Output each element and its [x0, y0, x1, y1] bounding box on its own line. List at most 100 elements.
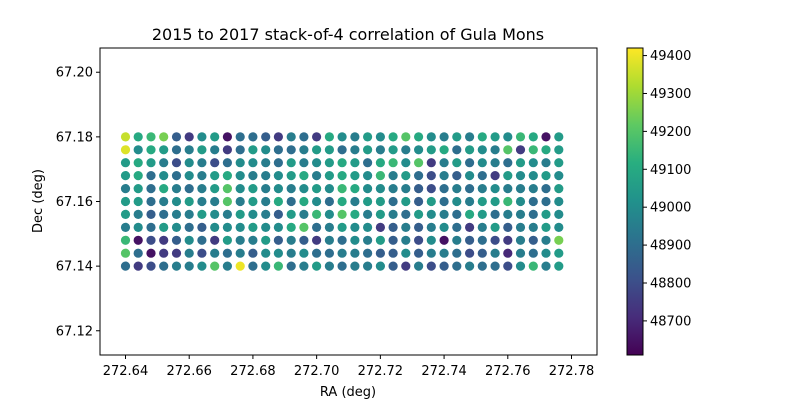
data-point — [554, 222, 564, 232]
data-point — [414, 145, 424, 155]
data-point — [184, 145, 194, 155]
data-point — [146, 261, 156, 271]
data-point — [528, 145, 538, 155]
data-point — [439, 209, 449, 219]
data-point — [375, 145, 385, 155]
data-point — [465, 209, 475, 219]
data-point — [465, 261, 475, 271]
data-point — [477, 261, 487, 271]
data-point — [159, 132, 169, 142]
data-point — [452, 235, 462, 245]
data-point — [503, 209, 513, 219]
data-point — [133, 261, 143, 271]
data-point — [426, 209, 436, 219]
data-point — [388, 248, 398, 258]
colorbar-tick-label: 49100 — [650, 163, 691, 178]
colorbar-tick-label: 48700 — [650, 314, 691, 329]
data-point — [465, 145, 475, 155]
data-point — [363, 235, 373, 245]
data-point — [197, 196, 207, 207]
data-point — [312, 171, 322, 181]
data-point — [171, 145, 182, 155]
data-point — [401, 171, 411, 181]
data-point — [159, 261, 169, 271]
data-point — [273, 145, 283, 155]
data-point — [210, 171, 220, 181]
data-point — [324, 158, 334, 168]
data-point — [299, 158, 309, 168]
data-point — [210, 261, 220, 271]
data-point — [146, 209, 156, 219]
data-point — [299, 184, 309, 194]
data-point — [477, 132, 487, 142]
data-point — [222, 158, 232, 168]
colorbar-tick-label: 48900 — [650, 239, 691, 254]
y-tick-label: 67.18 — [56, 130, 93, 145]
data-point — [312, 145, 322, 155]
data-point — [414, 196, 424, 207]
data-point — [375, 209, 385, 219]
data-point — [439, 196, 449, 207]
data-point — [503, 196, 513, 207]
data-point — [388, 235, 398, 245]
data-point — [452, 222, 462, 232]
data-point — [273, 184, 283, 194]
y-tick-label: 67.12 — [56, 324, 93, 339]
data-point — [465, 222, 475, 232]
data-point — [541, 145, 551, 155]
data-point — [133, 248, 143, 258]
data-point — [414, 235, 424, 245]
data-point — [120, 261, 131, 271]
data-point — [261, 235, 271, 245]
data-point — [184, 248, 194, 258]
data-point — [312, 222, 322, 232]
data-point — [222, 248, 232, 258]
data-point — [184, 222, 194, 232]
data-point — [337, 145, 347, 155]
data-point — [528, 171, 538, 181]
data-point — [439, 158, 449, 168]
data-point — [541, 248, 551, 258]
data-point — [324, 209, 334, 219]
data-point — [439, 222, 449, 232]
data-point — [528, 222, 538, 232]
scatter-points — [120, 132, 564, 271]
data-point — [159, 158, 169, 168]
data-point — [261, 171, 271, 181]
data-point — [363, 222, 373, 232]
data-point — [299, 209, 309, 219]
data-point — [222, 235, 232, 245]
data-point — [465, 235, 475, 245]
data-point — [477, 209, 487, 219]
data-point — [286, 261, 296, 271]
data-point — [159, 248, 169, 258]
data-point — [541, 171, 551, 181]
data-point — [528, 184, 538, 194]
data-point — [184, 132, 194, 142]
data-point — [503, 158, 513, 168]
data-point — [197, 132, 207, 142]
x-tick-label: 272.76 — [485, 364, 531, 379]
data-point — [273, 222, 283, 232]
data-point — [171, 132, 182, 142]
data-point — [286, 222, 296, 232]
data-point — [146, 158, 156, 168]
data-point — [324, 145, 334, 155]
data-point — [541, 209, 551, 219]
data-point — [171, 248, 182, 258]
data-point — [146, 132, 156, 142]
data-point — [465, 158, 475, 168]
data-point — [235, 248, 245, 258]
data-point — [312, 196, 322, 207]
data-point — [490, 222, 500, 232]
data-point — [439, 171, 449, 181]
data-point — [261, 158, 271, 168]
data-point — [350, 248, 360, 258]
data-point — [554, 248, 564, 258]
data-point — [184, 261, 194, 271]
data-point — [388, 196, 398, 207]
data-point — [235, 209, 245, 219]
data-point — [401, 248, 411, 258]
data-point — [197, 235, 207, 245]
data-point — [554, 184, 564, 194]
